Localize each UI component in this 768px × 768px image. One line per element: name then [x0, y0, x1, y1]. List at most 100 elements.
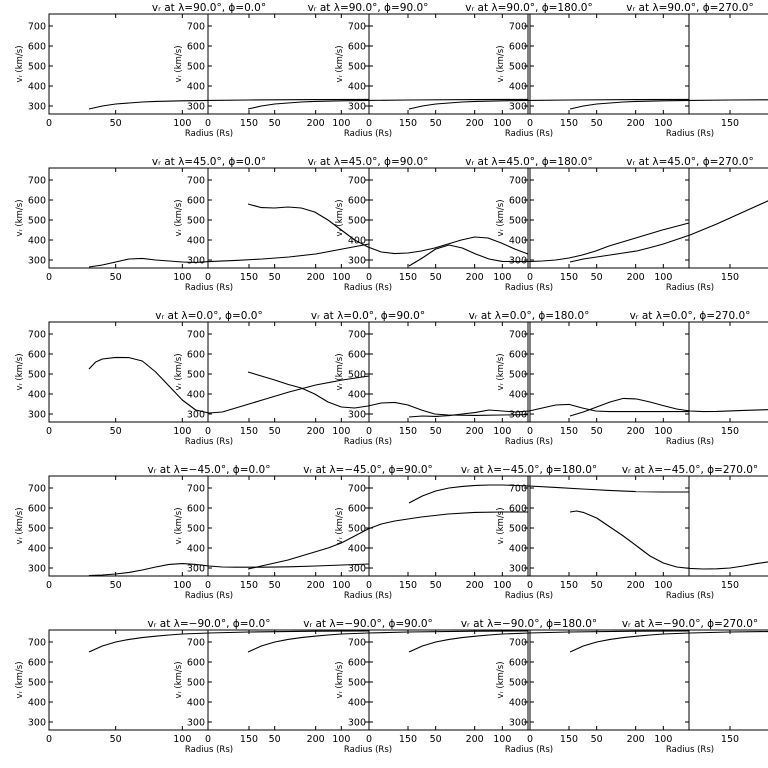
series-line: [408, 403, 689, 418]
y-tick-label: 600: [348, 196, 366, 207]
x-tick-label: 150: [560, 118, 578, 129]
x-tick-label: 0: [366, 118, 372, 129]
series-line: [408, 222, 690, 267]
y-axis-label: vᵣ (km/s): [496, 507, 506, 544]
y-tick-label: 500: [348, 62, 366, 73]
y-tick-label: 400: [348, 698, 366, 709]
x-tick-label: 50: [269, 272, 281, 283]
y-tick-label: 400: [187, 82, 205, 93]
y-tick-label: 300: [187, 102, 205, 113]
x-tick-label: 200: [466, 580, 484, 591]
y-tick-label: 500: [509, 524, 527, 535]
y-tick-label: 500: [187, 370, 205, 381]
plot-frame: [368, 321, 690, 423]
y-axis-label: vᵣ (km/s): [174, 353, 184, 390]
x-tick-label: 100: [173, 426, 191, 437]
y-tick-label: 500: [187, 678, 205, 689]
y-tick-label: 300: [28, 102, 46, 113]
plot-frame: [529, 629, 768, 731]
y-axis-label: vᵣ (km/s): [335, 199, 345, 236]
panel-8: vᵣ at λ=0.0°, ϕ=0.0° 0 50 100 150 200 300 400 50…: [15, 310, 370, 447]
plot-frame: [207, 167, 529, 269]
x-axis-label: Radius (Rs): [344, 129, 392, 139]
x-tick-label: 50: [110, 426, 122, 437]
x-tick-label: 50: [430, 426, 442, 437]
y-tick-label: 400: [509, 82, 527, 93]
x-tick-label: 0: [366, 272, 372, 283]
series-line: [88, 630, 370, 653]
series-line: [569, 397, 768, 417]
x-tick-label: 150: [560, 734, 578, 745]
y-tick-label: 300: [509, 564, 527, 575]
panel-3: vᵣ at λ=90.0°, ϕ=270.0° 0 50 100 150 200 300 40…: [496, 2, 768, 139]
panel-title: vᵣ at λ=90.0°, ϕ=270.0°: [626, 2, 754, 14]
y-tick-label: 300: [348, 718, 366, 729]
y-tick-label: 500: [28, 62, 46, 73]
y-tick-label: 700: [509, 176, 527, 187]
y-tick-label: 600: [348, 350, 366, 361]
y-tick-label: 400: [509, 544, 527, 555]
y-axis-label: vᵣ (km/s): [174, 507, 184, 544]
panel-title: vᵣ at λ=45.0°, ϕ=90.0°: [308, 156, 429, 168]
x-axis-label: Radius (Rs): [505, 745, 553, 755]
y-tick-label: 700: [187, 330, 205, 341]
x-tick-label: 200: [627, 426, 645, 437]
x-tick-label: 50: [591, 272, 603, 283]
y-tick-label: 300: [187, 410, 205, 421]
panel-15: vᵣ at λ=−45.0°, ϕ=270.0° 0 50 100 150 200 300 4…: [496, 464, 768, 601]
panel-9: vᵣ at λ=0.0°, ϕ=90.0° 0 50 100 150 200 300 400 5…: [174, 310, 529, 447]
plot-frame: [207, 321, 529, 423]
y-tick-label: 400: [187, 236, 205, 247]
plot-frame: [368, 167, 690, 269]
x-tick-label: 0: [205, 734, 211, 745]
y-axis-label: vᵣ (km/s): [335, 45, 345, 82]
x-tick-label: 0: [527, 118, 533, 129]
x-axis-label: Radius (Rs): [666, 283, 714, 293]
x-tick-label: 0: [527, 580, 533, 591]
y-tick-label: 700: [187, 176, 205, 187]
y-tick-label: 500: [348, 216, 366, 227]
x-tick-label: 200: [627, 118, 645, 129]
x-tick-label: 50: [430, 118, 442, 129]
x-tick-label: 150: [399, 118, 417, 129]
x-tick-label: 0: [205, 426, 211, 437]
panel-18: vᵣ at λ=−90.0°, ϕ=180.0° 0 50 100 150 200 300 4…: [335, 618, 690, 755]
x-axis-label: Radius (Rs): [666, 129, 714, 139]
x-tick-label: 50: [591, 580, 603, 591]
y-tick-label: 700: [28, 176, 46, 187]
y-tick-label: 400: [348, 390, 366, 401]
plot-frame: [529, 167, 768, 269]
series-line: [247, 630, 529, 653]
y-axis-label: vᵣ (km/s): [15, 199, 25, 236]
y-tick-label: 700: [509, 638, 527, 649]
x-tick-label: 200: [307, 118, 325, 129]
x-tick-label: 150: [560, 426, 578, 437]
y-tick-label: 700: [28, 330, 46, 341]
x-tick-label: 0: [527, 426, 533, 437]
y-tick-label: 500: [348, 370, 366, 381]
y-tick-label: 700: [187, 484, 205, 495]
y-tick-label: 400: [348, 544, 366, 555]
y-tick-label: 300: [187, 718, 205, 729]
y-tick-label: 600: [348, 504, 366, 515]
y-tick-label: 400: [28, 390, 46, 401]
y-tick-label: 700: [348, 484, 366, 495]
x-tick-label: 100: [654, 426, 672, 437]
panel-2: vᵣ at λ=90.0°, ϕ=180.0° 0 50 100 150 200 300 40…: [335, 2, 690, 139]
x-tick-label: 150: [721, 272, 739, 283]
x-tick-label: 50: [591, 426, 603, 437]
x-tick-label: 0: [205, 580, 211, 591]
x-tick-label: 50: [430, 580, 442, 591]
x-tick-label: 150: [721, 734, 739, 745]
x-tick-label: 200: [627, 580, 645, 591]
panel-title: vᵣ at λ=−45.0°, ϕ=180.0°: [461, 464, 597, 476]
y-tick-label: 600: [509, 196, 527, 207]
x-tick-label: 200: [466, 272, 484, 283]
x-axis-label: Radius (Rs): [666, 591, 714, 601]
series-line: [88, 563, 370, 577]
y-tick-label: 300: [348, 564, 366, 575]
x-tick-label: 50: [591, 118, 603, 129]
y-tick-label: 500: [28, 216, 46, 227]
x-tick-label: 100: [493, 426, 511, 437]
y-tick-label: 600: [28, 504, 46, 515]
